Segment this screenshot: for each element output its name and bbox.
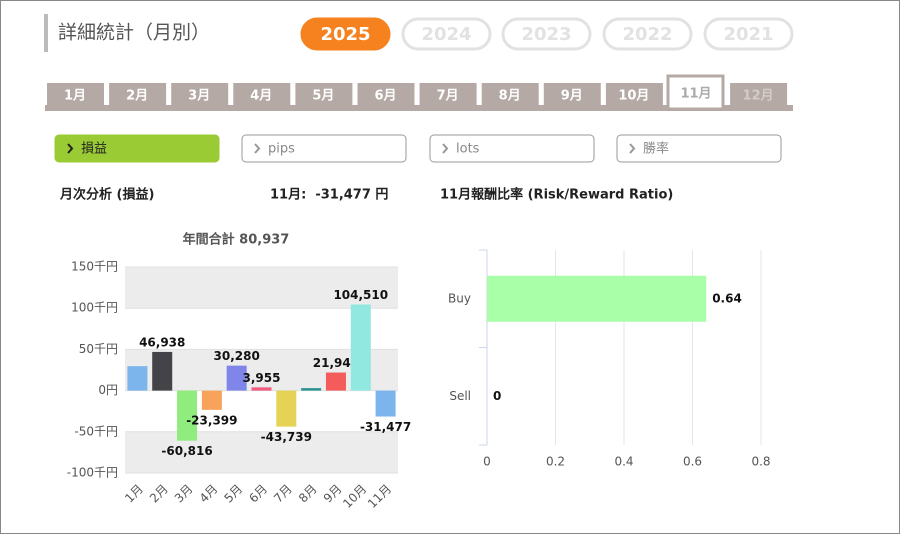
metric-button[interactable] xyxy=(54,134,220,163)
y-tick-label: 100千円 xyxy=(71,301,118,315)
year-label[interactable]: 2022 xyxy=(622,24,672,45)
y-tick-label: -50千円 xyxy=(74,424,118,438)
x-tick-label: 0.2 xyxy=(546,455,565,469)
bar xyxy=(127,366,148,391)
month-tab-label[interactable]: 11月 xyxy=(680,87,711,102)
month-tab[interactable] xyxy=(295,83,353,107)
x-tick-label: 0.6 xyxy=(683,455,702,469)
month-summary: 11月: -31,477 円 xyxy=(270,188,388,203)
month-tab[interactable] xyxy=(666,74,725,111)
bar xyxy=(375,390,396,417)
year-label[interactable]: 2021 xyxy=(723,24,773,45)
y-tick-label: 0円 xyxy=(98,383,118,397)
bar xyxy=(251,387,272,391)
value-label: 30,280 xyxy=(214,349,260,363)
year-label[interactable]: 2025 xyxy=(320,24,370,45)
y-tick-label: 150千円 xyxy=(71,260,118,274)
value-label: -60,816 xyxy=(161,444,212,458)
chevron-icon[interactable] xyxy=(254,143,261,154)
value-label: 3,955 xyxy=(243,371,281,385)
year-button[interactable] xyxy=(300,17,391,51)
month-tab-label[interactable]: 4月 xyxy=(250,89,272,104)
bar xyxy=(276,390,297,427)
month-tab xyxy=(730,83,788,107)
chevron-icon[interactable] xyxy=(629,143,636,154)
section-label: 月次分析 (損益) xyxy=(59,187,154,203)
y-tick-label: Buy xyxy=(448,291,471,305)
month-tab-label[interactable]: 3月 xyxy=(188,89,210,104)
bar xyxy=(325,372,346,391)
ratio-title: 11月報酬比率 (Risk/Reward Ratio) xyxy=(440,187,673,203)
x-tick-label: 0.8 xyxy=(751,455,770,469)
month-tab-label[interactable]: 2月 xyxy=(126,89,148,104)
month-tab[interactable] xyxy=(419,83,477,107)
chevron-icon[interactable] xyxy=(442,143,449,154)
metric-button[interactable] xyxy=(241,134,407,163)
year-button[interactable] xyxy=(401,17,492,51)
month-tab[interactable] xyxy=(109,83,167,107)
tab-underline xyxy=(45,105,793,111)
y-tick-label: Sell xyxy=(449,389,471,403)
bar xyxy=(226,365,247,391)
metric-button[interactable] xyxy=(429,134,595,163)
year-button[interactable] xyxy=(501,17,592,51)
month-tab-label[interactable]: 1月 xyxy=(64,89,86,104)
chart-title: 年間合計 80,937 xyxy=(183,232,290,248)
x-tick-label: 0.4 xyxy=(614,455,633,469)
metric-label[interactable]: pips xyxy=(268,142,295,157)
x-tick-label: 0 xyxy=(483,455,491,469)
month-tab[interactable] xyxy=(357,83,415,107)
month-tab[interactable] xyxy=(171,83,229,107)
month-tab-label[interactable]: 10月 xyxy=(618,89,649,104)
month-tab-label[interactable]: 6月 xyxy=(374,89,396,104)
month-tab-label[interactable]: 8月 xyxy=(499,89,521,104)
month-tab[interactable] xyxy=(605,83,663,107)
header-accent xyxy=(44,14,48,52)
page-title: 詳細統計（月別） xyxy=(58,22,210,44)
month-tab-label[interactable]: 9月 xyxy=(561,89,583,104)
y-tick-label: -100千円 xyxy=(67,466,118,480)
bar xyxy=(301,388,322,391)
metric-button[interactable] xyxy=(616,134,782,163)
bar xyxy=(177,390,198,441)
plot-band xyxy=(125,267,398,309)
chevron-icon[interactable] xyxy=(67,143,74,154)
value-label: 46,938 xyxy=(139,335,185,349)
value-label: 104,510 xyxy=(333,288,388,302)
month-tab[interactable] xyxy=(233,83,291,107)
metric-label[interactable]: 損益 xyxy=(81,142,107,157)
bar xyxy=(201,390,222,410)
month-tab[interactable] xyxy=(543,83,601,107)
month-tab-label[interactable]: 5月 xyxy=(312,89,334,104)
value-label: -43,739 xyxy=(261,430,312,444)
metric-label[interactable]: 勝率 xyxy=(643,141,669,157)
value-label: -31,477 xyxy=(360,420,411,434)
plot-band xyxy=(125,431,398,473)
month-tab[interactable] xyxy=(47,83,104,107)
bar xyxy=(152,351,173,391)
year-label[interactable]: 2023 xyxy=(521,24,571,45)
y-tick-label: 50千円 xyxy=(79,342,118,356)
bar xyxy=(487,275,707,322)
value-label: -23,399 xyxy=(186,413,237,427)
plot-band xyxy=(125,390,398,432)
value-label: 0.64 xyxy=(712,291,742,305)
value-label: 0 xyxy=(493,389,501,403)
value-label: 21,948 xyxy=(313,356,359,370)
year-button[interactable] xyxy=(703,17,794,51)
month-tab[interactable] xyxy=(481,83,539,107)
metric-label[interactable]: lots xyxy=(456,142,480,157)
year-label[interactable]: 2024 xyxy=(421,24,471,45)
month-tab-label[interactable]: 7月 xyxy=(437,89,459,104)
bar xyxy=(350,304,371,391)
year-button[interactable] xyxy=(602,17,693,51)
month-tab-label: 12月 xyxy=(743,89,774,104)
